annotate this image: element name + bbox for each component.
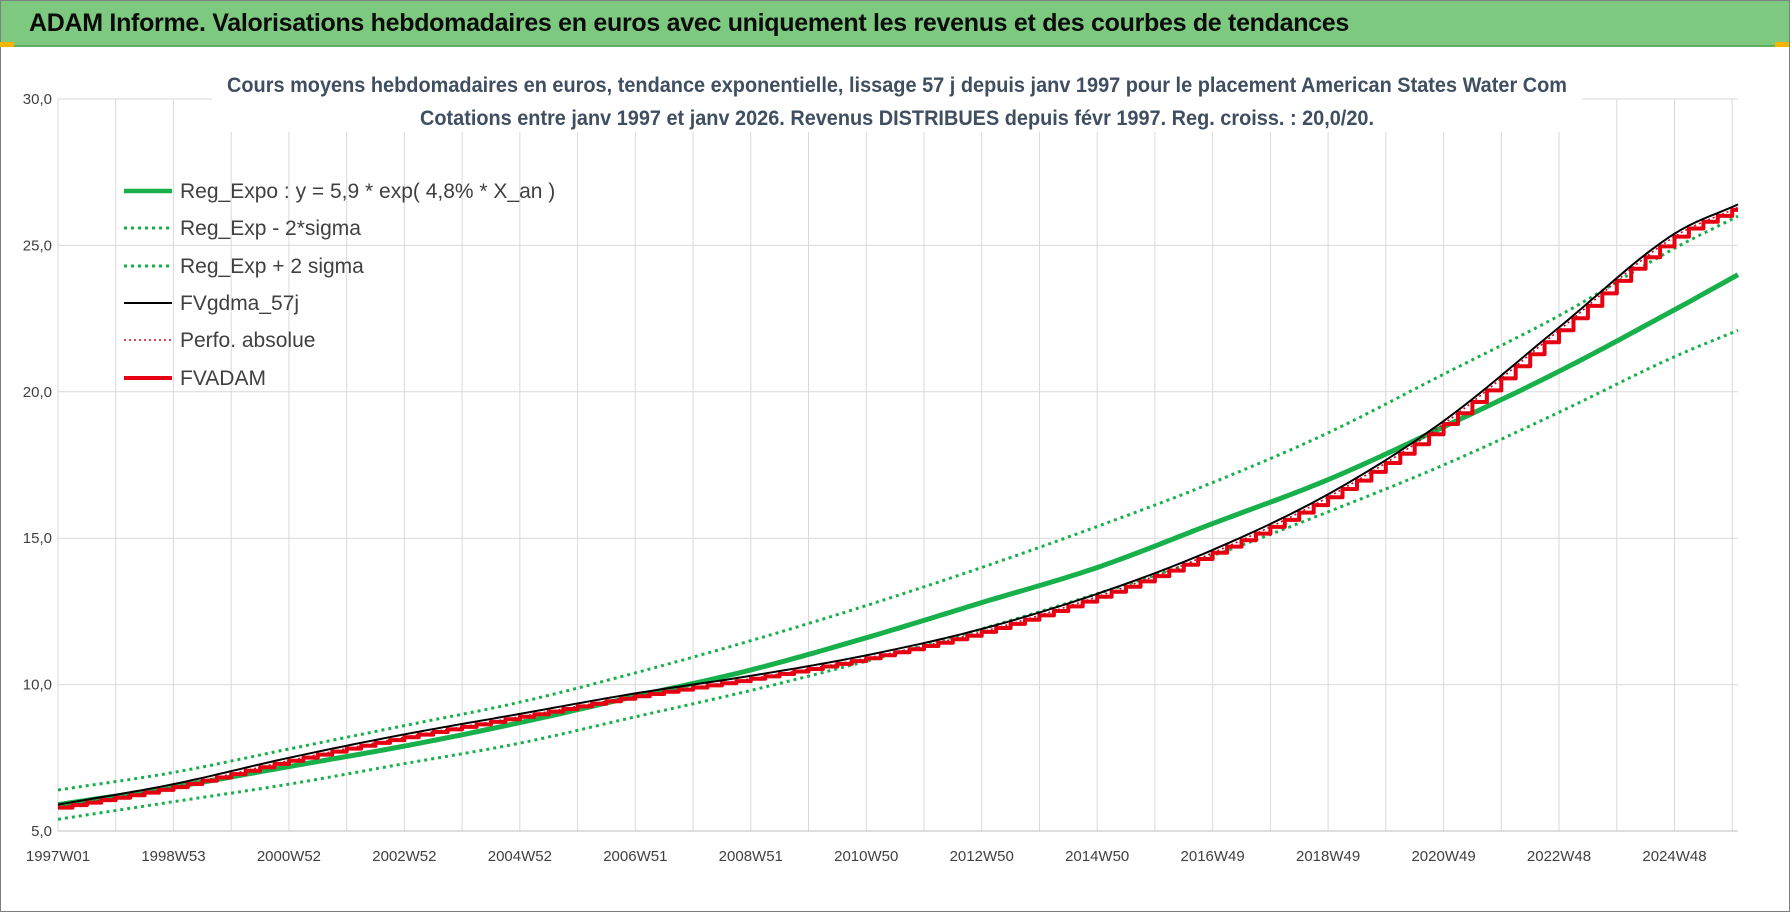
corner-mark-right [1775, 42, 1789, 47]
legend-label: Reg_Exp + 2 sigma [180, 255, 364, 278]
y-tick-label: 30,0 [23, 91, 52, 108]
x-tick-label: 2002W52 [372, 848, 436, 865]
x-tick-label: 1997W01 [26, 848, 90, 865]
x-gridlines [57, 99, 1733, 831]
series-layer [57, 203, 1740, 821]
y-tick-label: 25,0 [23, 237, 52, 254]
series-line-reg-exp-2-sigma [57, 214, 1739, 792]
x-tick-label: 2022W48 [1527, 848, 1591, 865]
report-banner: ADAM Informe. Valorisations hebdomadaire… [1, 1, 1789, 47]
x-tick-label: 2006W51 [603, 848, 667, 865]
legend-label: Reg_Expo : y = 5,9 * exp( 4,8% * X_an ) [180, 180, 555, 203]
y-tick-label: 10,0 [23, 677, 52, 694]
x-tick-label: 2014W50 [1065, 848, 1129, 865]
chart-title: Cours moyens hebdomadaires en euros, ten… [227, 74, 1567, 97]
legend: Reg_Expo : y = 5,9 * exp( 4,8% * X_an ) R… [124, 180, 555, 390]
x-tick-label: 2024W48 [1642, 848, 1706, 865]
x-tick-labels: 1997W01 1998W53 2000W52 2002W52 2004W52 2006W… [26, 848, 1707, 865]
x-tick-label: 2016W49 [1181, 848, 1245, 865]
line-chart: 5,0 10,0 15,0 20,0 25,0 30,0 1997W01 1998W53 20… [23, 72, 1740, 865]
x-tick-label: 1998W53 [141, 848, 205, 865]
legend-label: FVgdma_57j [180, 292, 299, 315]
report-title: ADAM Informe. Valorisations hebdomadaire… [29, 9, 1350, 37]
y-tick-label: 15,0 [23, 530, 52, 547]
series-line-perfo-absolue [57, 206, 1739, 809]
x-tick-label: 2008W51 [719, 848, 783, 865]
title-backdrop [212, 72, 1582, 132]
x-tick-label: 2020W49 [1411, 848, 1475, 865]
x-tick-label: 2012W50 [950, 848, 1014, 865]
y-gridlines [58, 98, 1738, 832]
legend-label: Perfo. absolue [180, 329, 315, 352]
series-line-fvgdma-57j [57, 203, 1739, 806]
y-tick-label: 20,0 [23, 384, 52, 401]
series-line-reg-exp-2-sigma [57, 328, 1739, 821]
y-tick-labels: 5,0 10,0 15,0 20,0 25,0 30,0 [23, 91, 52, 840]
x-tick-label: 2018W49 [1296, 848, 1360, 865]
legend-label: FVADAM [180, 367, 266, 390]
legend-label: Reg_Exp - 2*sigma [180, 217, 361, 240]
x-tick-label: 2010W50 [834, 848, 898, 865]
chart-subtitle: Cotations entre janv 1997 et janv 2026. … [420, 107, 1374, 130]
x-tick-label: 2004W52 [488, 848, 552, 865]
x-tick-label: 2000W52 [257, 848, 321, 865]
series-line-fvadam [58, 207, 1738, 810]
y-tick-label: 5,0 [31, 823, 52, 840]
corner-mark-left [0, 42, 14, 47]
